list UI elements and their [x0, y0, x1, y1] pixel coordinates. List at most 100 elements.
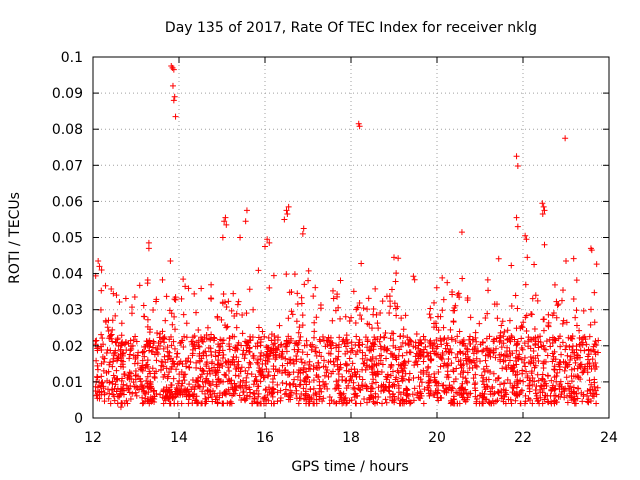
- data-point: [435, 369, 442, 376]
- data-point: [265, 368, 272, 375]
- data-point: [348, 345, 355, 352]
- data-point: [255, 267, 262, 274]
- data-point: [466, 333, 473, 340]
- data-point: [359, 341, 366, 348]
- data-point: [164, 344, 171, 351]
- data-point: [413, 350, 420, 357]
- data-point: [132, 389, 139, 396]
- data-point: [521, 359, 528, 366]
- data-point: [459, 374, 466, 381]
- data-point: [198, 285, 205, 292]
- data-point: [231, 390, 238, 397]
- data-point: [285, 203, 292, 210]
- data-point: [330, 295, 337, 302]
- data-point: [343, 367, 350, 374]
- data-point: [439, 274, 446, 281]
- data-point: [456, 294, 463, 301]
- data-point: [139, 349, 146, 356]
- data-point: [247, 361, 254, 368]
- data-point: [207, 388, 214, 395]
- data-point: [508, 400, 515, 407]
- data-point: [527, 336, 534, 343]
- data-point: [297, 333, 304, 340]
- data-point: [352, 320, 359, 327]
- data-point: [480, 347, 487, 354]
- data-point: [480, 365, 487, 372]
- data-point: [328, 370, 335, 377]
- data-point: [342, 350, 349, 357]
- data-point: [580, 368, 587, 375]
- data-point: [381, 334, 388, 341]
- data-point: [592, 338, 599, 345]
- data-point: [347, 349, 354, 356]
- data-point: [506, 357, 513, 364]
- data-point: [541, 396, 548, 403]
- data-point: [532, 387, 539, 394]
- data-point: [565, 334, 572, 341]
- data-point: [496, 339, 503, 346]
- data-point: [433, 337, 440, 344]
- data-point: [540, 360, 547, 367]
- data-point: [513, 384, 520, 391]
- data-point: [135, 373, 142, 380]
- data-point: [564, 380, 571, 387]
- data-point: [143, 338, 150, 345]
- data-point: [397, 333, 404, 340]
- data-point: [497, 358, 504, 365]
- data-point: [431, 299, 438, 306]
- data-point: [111, 397, 118, 404]
- data-point: [452, 354, 459, 361]
- data-point: [587, 390, 594, 397]
- data-point: [223, 221, 230, 228]
- data-point: [208, 393, 215, 400]
- data-point: [383, 293, 390, 300]
- data-point: [254, 340, 261, 347]
- data-point: [141, 348, 148, 355]
- data-point: [199, 378, 206, 385]
- data-point: [103, 369, 110, 376]
- data-point: [426, 339, 433, 346]
- data-point: [352, 390, 359, 397]
- data-point: [320, 378, 327, 385]
- data-point: [580, 307, 587, 314]
- data-point: [257, 356, 264, 363]
- data-point: [106, 359, 113, 366]
- data-point: [495, 374, 502, 381]
- data-point: [314, 364, 321, 371]
- data-point: [252, 373, 259, 380]
- data-point: [171, 93, 178, 100]
- data-point: [134, 352, 141, 359]
- data-point: [481, 391, 488, 398]
- data-point: [106, 390, 113, 397]
- data-point: [179, 337, 186, 344]
- data-point: [254, 359, 261, 366]
- data-point: [168, 382, 175, 389]
- data-point: [334, 381, 341, 388]
- data-point: [477, 358, 484, 365]
- data-point: [361, 395, 368, 402]
- data-point: [473, 348, 480, 355]
- data-point: [239, 312, 246, 319]
- data-point: [225, 386, 232, 393]
- data-point: [364, 306, 371, 313]
- data-point: [522, 232, 529, 239]
- data-point: [434, 389, 441, 396]
- data-point: [358, 260, 365, 267]
- data-point: [204, 324, 211, 331]
- data-point: [464, 353, 471, 360]
- data-point: [479, 348, 486, 355]
- data-point: [570, 295, 577, 302]
- data-point: [579, 341, 586, 348]
- data-point: [498, 322, 505, 329]
- data-point: [256, 364, 263, 371]
- data-point: [445, 386, 452, 393]
- data-point: [473, 338, 480, 345]
- data-point: [322, 343, 329, 350]
- data-point: [271, 340, 278, 347]
- data-point: [417, 388, 424, 395]
- data-point: [562, 359, 569, 366]
- data-point: [508, 333, 515, 340]
- data-point: [132, 376, 139, 383]
- data-point: [204, 370, 211, 377]
- data-point: [102, 318, 109, 325]
